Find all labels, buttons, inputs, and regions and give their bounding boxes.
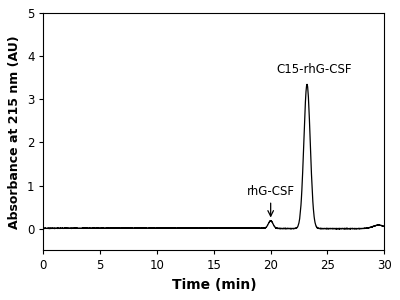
Y-axis label: Absorbance at 215 nm (AU): Absorbance at 215 nm (AU) bbox=[8, 35, 21, 229]
Text: C15-rhG-CSF: C15-rhG-CSF bbox=[276, 63, 352, 76]
X-axis label: Time (min): Time (min) bbox=[172, 278, 256, 292]
Text: rhG-CSF: rhG-CSF bbox=[247, 184, 295, 216]
